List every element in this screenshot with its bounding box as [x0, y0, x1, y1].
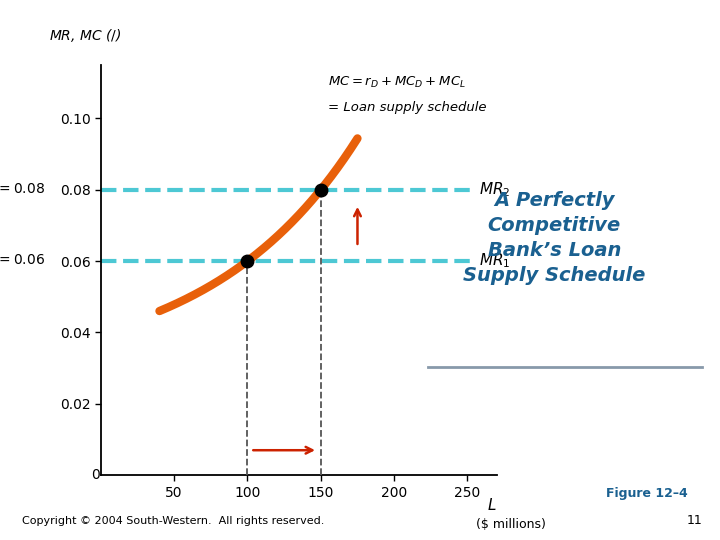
Text: $MR_2$: $MR_2$: [480, 180, 510, 199]
Text: Figure 12–4: Figure 12–4: [606, 487, 688, 500]
Text: 11: 11: [686, 514, 702, 526]
Text: $MR_1$: $MR_1$: [480, 252, 510, 271]
Text: $r_L^1 = 0.06$: $r_L^1 = 0.06$: [0, 250, 45, 272]
Text: 0: 0: [91, 468, 100, 482]
Text: $L$: $L$: [487, 497, 496, 512]
Text: $r_L^2 = 0.08$: $r_L^2 = 0.08$: [0, 178, 45, 201]
Text: Copyright © 2004 South-Western.  All rights reserved.: Copyright © 2004 South-Western. All righ…: [22, 516, 324, 526]
Text: $MC = r_D + MC_D + MC_L$: $MC = r_D + MC_D + MC_L$: [328, 75, 466, 90]
Text: ($ millions): ($ millions): [476, 518, 546, 531]
Text: = Loan supply schedule: = Loan supply schedule: [328, 101, 487, 114]
Text: MR, MC ($/$): MR, MC ($/$): [50, 28, 122, 44]
Text: A Perfectly
Competitive
Bank’s Loan
Supply Schedule: A Perfectly Competitive Bank’s Loan Supp…: [463, 191, 646, 285]
